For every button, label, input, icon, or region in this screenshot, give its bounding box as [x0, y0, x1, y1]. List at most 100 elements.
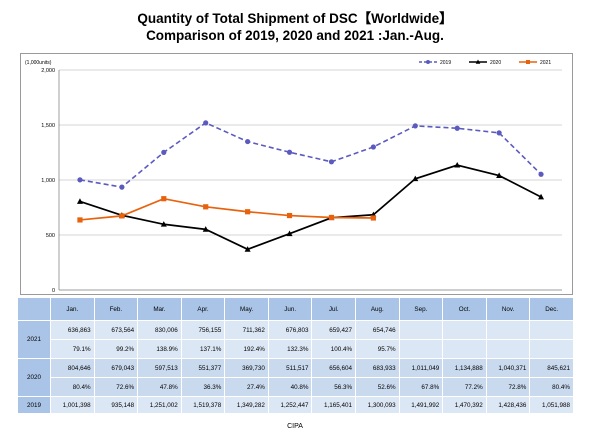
data-point-2020	[538, 193, 545, 200]
data-point-2020	[496, 172, 503, 178]
table-cell-percent	[398, 339, 444, 359]
table-cell-value: 830,006	[137, 320, 182, 340]
table-cell-percent: 67.8%	[398, 377, 444, 397]
table-cell-value: 1,519,378	[180, 396, 226, 414]
table-row: 2020 804,646 679,043 597,513 551,377 369,730 5…	[17, 358, 574, 397]
table-header-month: Dec.	[529, 297, 574, 321]
table-cell-value: 1,011,049	[398, 358, 444, 378]
table-cell-percent	[485, 339, 531, 359]
data-point-2020	[286, 230, 293, 237]
data-point-2019	[454, 125, 460, 131]
table-cell-percent: 132.3%	[267, 339, 313, 359]
table-header-row: Jan. Feb. Mar. Apr. May. Jun. Jul. Aug. Sep. Oct.…	[17, 297, 574, 321]
table-row: 79.1% 99.2% 138.9% 137.1% 192.4% 132.3% 100.4%…	[18, 339, 574, 359]
data-point-2021	[119, 213, 125, 219]
table-cell-value: 1,428,436	[485, 396, 531, 414]
table-cell-percent: 138.9%	[137, 339, 182, 359]
data-point-2021	[328, 214, 335, 221]
table-cell-percent	[529, 339, 574, 359]
data-point-2021	[77, 217, 83, 223]
series-line-2019	[79, 121, 542, 188]
table-row-year: 2021	[17, 320, 51, 359]
data-point-2021	[161, 196, 167, 202]
table-cell-value: 1,252,447	[267, 396, 313, 414]
shipment-data-table: Jan. Feb. Mar. Apr. May. Jun. Jul. Aug. Sep. Oct.…	[17, 297, 574, 414]
table-cell-percent: 72.8%	[485, 377, 531, 397]
line-chart: 0 500 1,000 1,500 2,000 (1,000units) 2019 2020 2…	[25, 59, 562, 294]
table-cell-value	[398, 320, 444, 340]
table-cell-percent: 80.4%	[529, 377, 574, 397]
data-point-2019	[412, 123, 418, 129]
table-cell-value: 656,604	[311, 358, 357, 378]
data-point-2020	[202, 226, 209, 232]
table-cell-value: 756,155	[180, 320, 226, 340]
table-cell-value	[442, 320, 487, 340]
data-point-2019	[370, 144, 376, 150]
table-row-year: 2020	[17, 358, 51, 397]
table-cell-value: 1,300,093	[355, 396, 400, 414]
data-point-2019	[496, 130, 502, 136]
table-cell-percent: 27.4%	[224, 377, 269, 397]
table-header-month: Jul.	[311, 297, 357, 321]
table-cell-value: 1,051,988	[529, 396, 574, 414]
table-cell-percent: 95.7%	[355, 339, 400, 359]
data-point-2020	[76, 198, 83, 204]
y-unit-label: (1,000units)	[25, 60, 52, 66]
table-row-year: 2019	[17, 396, 51, 414]
table-cell-value	[529, 320, 574, 340]
table-cell-percent: 99.2%	[93, 339, 139, 359]
legend-label-2019: 2019	[440, 60, 451, 66]
data-point-2019	[161, 149, 167, 155]
table-cell-value: 1,165,401	[311, 396, 357, 414]
table-cell-value: 935,148	[93, 396, 139, 414]
data-point-2020	[244, 246, 251, 252]
legend-label-2021: 2021	[540, 60, 551, 66]
table-cell-value: 804,646	[50, 358, 95, 378]
table-cell-value: 679,043	[93, 358, 139, 378]
table-cell-percent: 80.4%	[50, 377, 95, 397]
table-cell-value: 845,621	[529, 358, 574, 378]
y-tick-label: 1,000	[41, 178, 55, 184]
table-header-month: Aug.	[355, 297, 400, 321]
legend-marker-2019	[426, 60, 430, 64]
table-cell-value: 1,491,992	[398, 396, 444, 414]
table-header-corner	[17, 297, 51, 321]
table-cell-value: 654,746	[355, 320, 400, 340]
data-point-2021	[203, 204, 209, 210]
y-tick-label: 0	[52, 288, 55, 294]
table-cell-percent: 36.3%	[180, 377, 226, 397]
chart-title-line2: Comparison of 2019, 2020 and 2021 :Jan.-…	[146, 28, 444, 43]
table-cell-value: 551,377	[180, 358, 226, 378]
table-cell-value: 1,134,888	[442, 358, 487, 378]
data-point-2020	[160, 221, 167, 227]
data-point-2019	[328, 159, 335, 165]
table-cell-value: 676,803	[267, 320, 313, 340]
table-cell-value: 636,863	[50, 320, 95, 340]
table-cell-percent: 100.4%	[311, 339, 357, 359]
table-cell-value: 711,362	[224, 320, 269, 340]
table-cell-value: 673,564	[93, 320, 139, 340]
table-header-month: Jan.	[50, 297, 95, 321]
data-point-2019	[286, 149, 293, 155]
data-point-2020	[412, 175, 419, 182]
table-header-month: Oct.	[442, 297, 487, 321]
y-tick-label: 1,500	[41, 123, 55, 129]
data-point-2020	[454, 161, 461, 168]
table-cell-value: 1,349,282	[224, 396, 269, 414]
table-cell-value: 683,933	[355, 358, 400, 378]
table-cell-percent: 192.4%	[224, 339, 269, 359]
table-row: 2019 1,001,398 935,148 1,251,002 1,519,378 1,…	[17, 396, 574, 414]
table-cell-value: 1,040,371	[485, 358, 531, 378]
table-cell-value: 511,517	[267, 358, 313, 378]
table-header-month: Jun.	[267, 297, 313, 321]
data-point-2019	[77, 177, 83, 183]
source-label: CIPA	[287, 423, 303, 430]
table-cell-value	[485, 320, 531, 340]
legend-marker-2020	[475, 59, 481, 64]
table-cell-percent: 79.1%	[50, 339, 95, 359]
table-cell-value: 1,001,398	[50, 396, 95, 414]
legend-marker-2021	[526, 60, 530, 64]
table-header-month: Apr.	[180, 297, 226, 321]
table-cell-value: 597,513	[137, 358, 182, 378]
table-header-month: Feb.	[93, 297, 139, 321]
